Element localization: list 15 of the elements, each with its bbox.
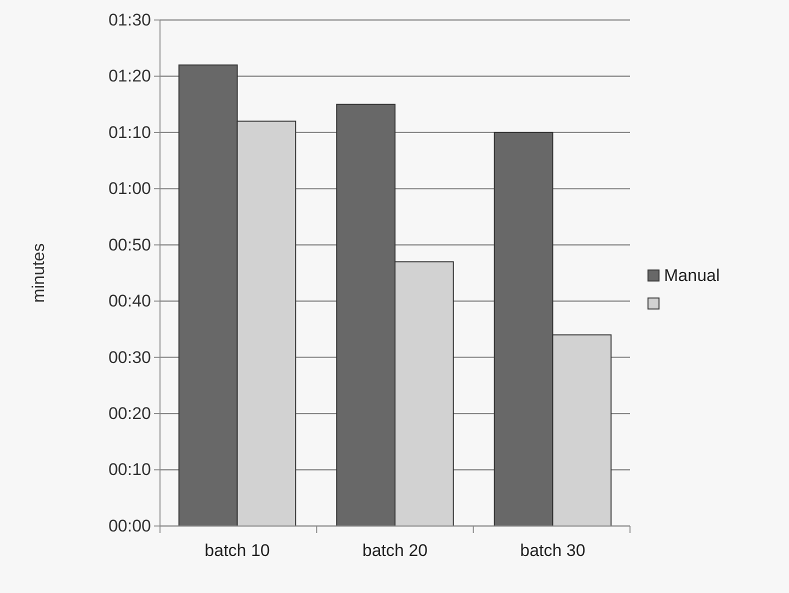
- y-tick-label: 00:20: [108, 404, 151, 423]
- y-tick-label: 01:10: [108, 122, 151, 142]
- y-tick-label: 00:00: [108, 516, 151, 536]
- y-tick-label: 01:20: [108, 66, 151, 86]
- x-tick-label: batch 20: [362, 541, 428, 560]
- y-tick-label: 00:10: [108, 460, 151, 480]
- y-tick-label: 00:30: [108, 348, 151, 367]
- y-tick-label: 01:00: [108, 179, 151, 198]
- x-tick-label: batch 10: [204, 541, 270, 560]
- y-tick-label: 00:40: [108, 292, 151, 311]
- y-tick-label: 00:50: [108, 235, 151, 254]
- y-axis-title: minutes: [29, 243, 48, 303]
- y-tick-label: 01:30: [108, 10, 151, 30]
- x-tick-label: batch 30: [520, 541, 586, 560]
- legend-label: Manual: [664, 266, 720, 285]
